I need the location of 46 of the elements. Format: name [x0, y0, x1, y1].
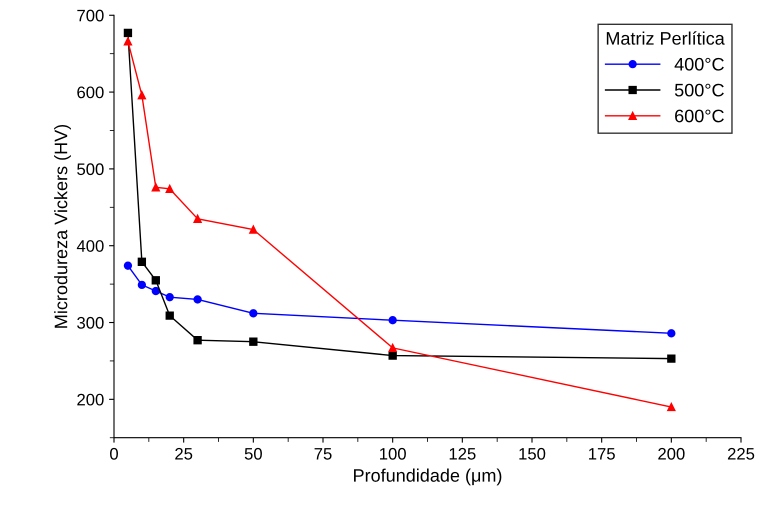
point: [138, 280, 146, 290]
x-tick-label: 150: [519, 448, 546, 460]
point: [193, 214, 202, 223]
point: [667, 329, 676, 338]
y-tick-label: 700: [77, 10, 104, 22]
point: [249, 338, 258, 346]
x-tick-label: 50: [244, 448, 262, 460]
point: [166, 293, 174, 302]
x-tick-label: 175: [589, 448, 615, 460]
point: [124, 28, 132, 38]
point: [249, 309, 258, 318]
y-tick-label: 500: [77, 163, 104, 176]
point: [124, 37, 132, 46]
point: [249, 225, 258, 234]
y-tick-label: 200: [77, 394, 104, 406]
point: [388, 344, 397, 352]
point: [667, 354, 676, 363]
x-tick-label: 125: [450, 448, 476, 460]
x-tick-label: 100: [380, 448, 406, 460]
point: [124, 262, 132, 270]
y-tick-label: 300: [77, 316, 104, 329]
point: [152, 276, 160, 284]
point: [166, 311, 174, 320]
legend-title: Matriz Perlítica: [606, 31, 725, 45]
point: [388, 316, 397, 324]
point: [193, 295, 202, 304]
x-tick-label: 25: [175, 448, 192, 460]
legend-label: 600°C: [675, 110, 724, 122]
legend-label: 400°C: [674, 58, 724, 71]
point: [388, 351, 397, 360]
y-tick-label: 400: [76, 240, 104, 252]
x-tick-label: 75: [314, 448, 332, 460]
y-tick-label: 600: [77, 86, 104, 98]
point: [138, 258, 146, 266]
x-tick-label: 0: [110, 448, 118, 460]
point: [152, 183, 160, 192]
point: [667, 402, 676, 412]
x-axis-title: Profundidade (μm): [354, 468, 502, 486]
legend-label: 500°C: [674, 84, 724, 96]
x-tick-label: 225: [728, 448, 754, 460]
point: [138, 90, 146, 100]
point: [193, 336, 202, 344]
point: [166, 184, 174, 194]
point: [152, 286, 160, 296]
x-tick-label: 200: [658, 448, 685, 460]
y-axis-title: Microdureza Vickers (HV): [54, 124, 71, 328]
